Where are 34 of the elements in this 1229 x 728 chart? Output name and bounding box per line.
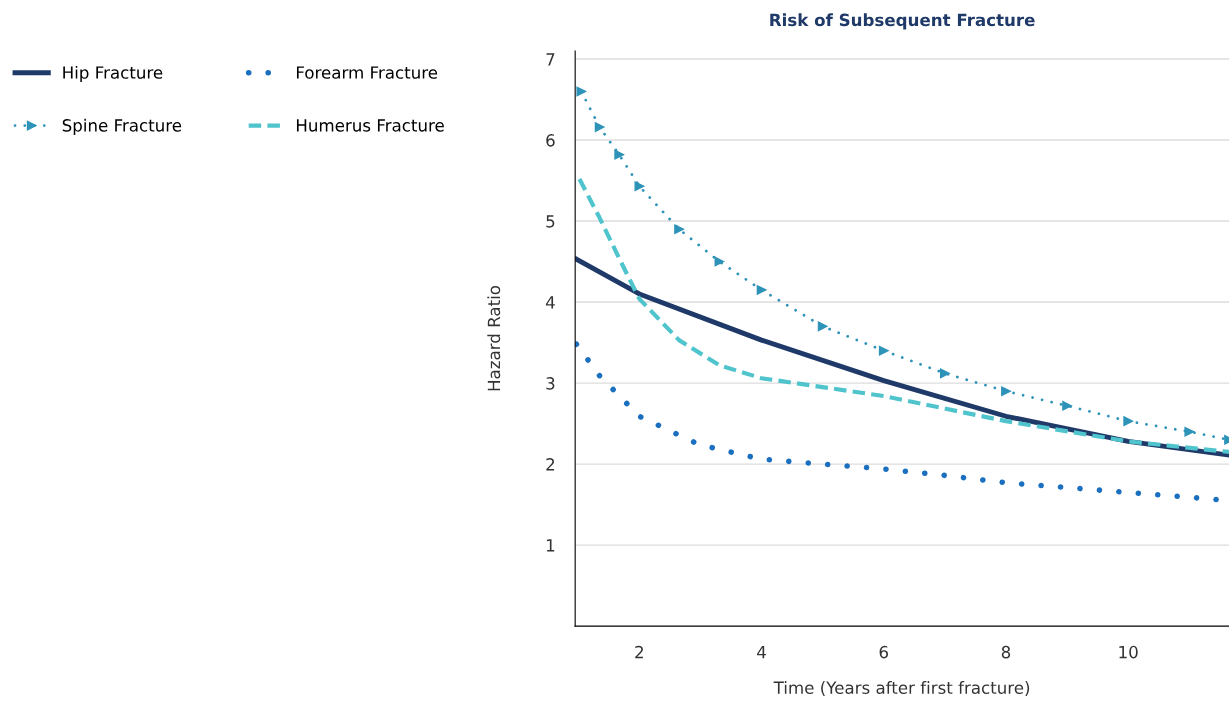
point — [939, 368, 950, 379]
x-tick-label: 2 — [635, 645, 643, 659]
legend-label: Humerus Fracture — [296, 119, 444, 132]
y-tick-label: 4 — [545, 296, 555, 309]
x-tick-label: 6 — [879, 645, 889, 659]
y-tick-label: 3 — [546, 377, 555, 390]
point — [1123, 416, 1134, 427]
chart-title: Risk of Subsequent Fracture — [770, 13, 1035, 30]
point — [614, 149, 625, 160]
legend-label: Spine Fracture — [62, 118, 182, 135]
point — [878, 345, 889, 356]
legend-label: Forearm Fracture — [296, 66, 438, 79]
point — [594, 122, 605, 132]
point — [674, 224, 684, 235]
y-tick-label: 2 — [546, 458, 555, 471]
point — [1062, 400, 1072, 411]
point — [1184, 426, 1195, 437]
x-tick-label: 10 — [1119, 645, 1138, 659]
point — [756, 285, 767, 295]
y-axis-title: Hazard Ratio — [487, 285, 501, 391]
x-tick-label: 4 — [757, 646, 766, 659]
point — [634, 181, 645, 192]
y-tick-label: 6 — [546, 134, 555, 147]
x-tick-label: 8 — [1001, 645, 1011, 659]
x-axis-title: Time (Years after first fracture) — [773, 681, 1030, 696]
y-tick-label: 7 — [546, 53, 555, 66]
point — [714, 256, 725, 267]
point — [1001, 386, 1011, 397]
y-tick-label: 1 — [546, 539, 555, 552]
line-series — [577, 176, 1229, 455]
y-tick-label: 5 — [546, 215, 555, 228]
point — [817, 321, 828, 332]
legend-label: Hip Fracture — [63, 65, 163, 83]
point — [576, 86, 587, 97]
